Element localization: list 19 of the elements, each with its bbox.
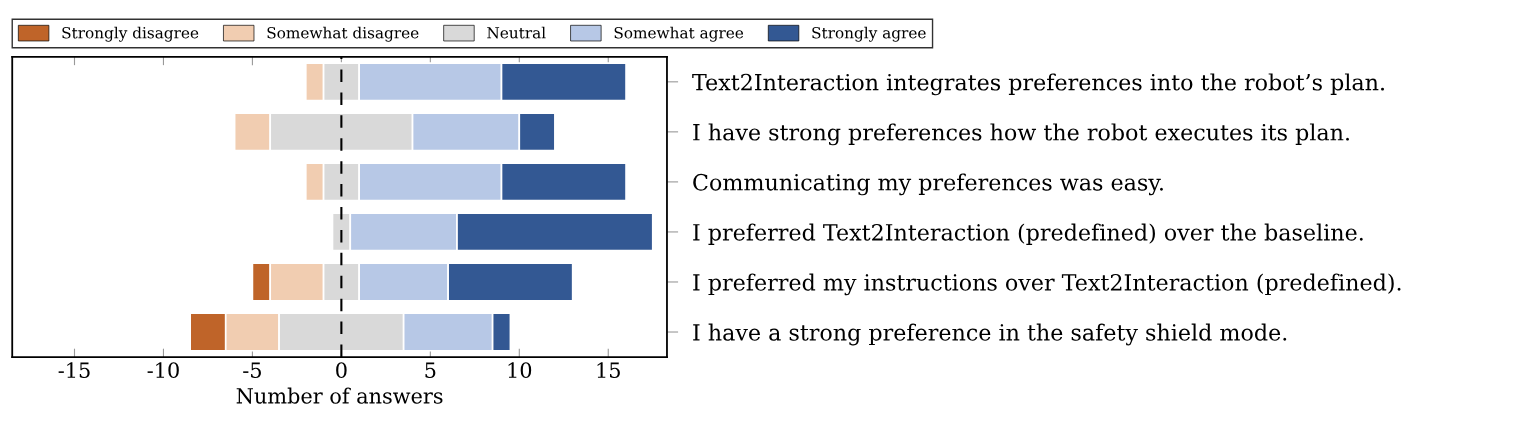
x-tick-label: 0 — [336, 362, 347, 379]
y-tick-label: I preferred Text2Interaction (predefined) over the baseline. — [693, 223, 1363, 245]
y-tick-label: I have a strong preference in the safety shield mode. — [693, 323, 1287, 346]
x-tick-label: -10 — [147, 362, 179, 379]
legend-label: Strongly agree — [812, 26, 926, 42]
legend-label: Somewhat disagree — [267, 26, 419, 42]
y-tick-label: I preferred my instructions over Text2Interaction (predefined). — [693, 273, 1401, 296]
y-tick-label: Text2Interaction integrates preferences into the robot’s plan. — [692, 73, 1384, 96]
x-tick-label: -15 — [58, 362, 90, 379]
y-tick-label: Communicating my preferences was easy. — [693, 173, 1163, 196]
legend-label: Neutral — [487, 26, 546, 39]
x-tick-label: 15 — [597, 362, 620, 379]
legend-label: Somewhat agree — [614, 26, 744, 42]
x-tick-label: 10 — [508, 362, 532, 379]
y-tick-label: I have strong preferences how the robot executes its plan. — [693, 123, 1349, 146]
x-tick-label: 5 — [425, 362, 436, 379]
x-axis-title: Number of answers — [236, 387, 443, 404]
x-tick-label: -5 — [243, 362, 261, 379]
legend-label: Strongly disagree — [62, 26, 199, 42]
